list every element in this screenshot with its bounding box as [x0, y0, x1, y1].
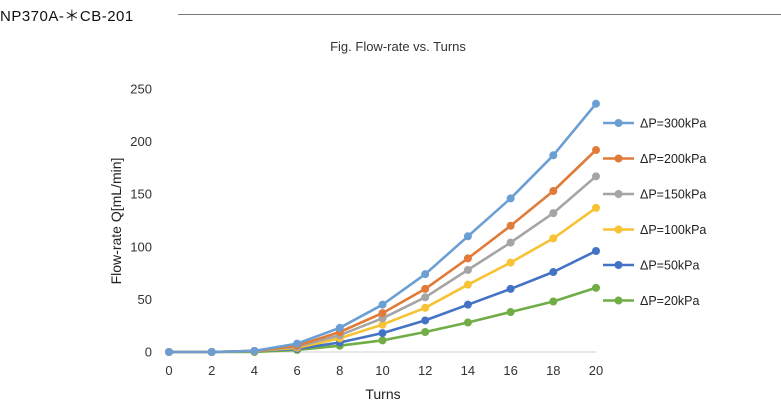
legend-label: ΔP=20kPa — [640, 294, 699, 308]
model-code: NP370A-＊CB-201 — [0, 8, 134, 25]
data-point — [506, 194, 515, 203]
data-point — [293, 339, 302, 348]
data-point — [463, 318, 472, 327]
data-point — [549, 151, 558, 160]
legend-label: ΔP=300kPa — [640, 117, 706, 131]
data-point — [463, 254, 472, 263]
legend-marker — [614, 261, 623, 269]
legend-marker — [614, 119, 623, 127]
plot-area: 0 50 100 150 200 250 0 2 4 6 8 10 12 14 16 18 20 — [130, 82, 603, 379]
data-point — [421, 293, 430, 302]
data-point — [549, 268, 558, 277]
legend: ΔP=300kPa ΔP=200kPa ΔP=150kPa ΔP=100kPa ΔP=5… — [603, 117, 706, 308]
data-point — [549, 209, 558, 218]
legend-label: ΔP=150kPa — [640, 188, 706, 202]
data-point — [250, 346, 259, 355]
data-point — [378, 320, 387, 329]
x-tick-label: 8 — [336, 363, 343, 378]
y-tick-label: 250 — [130, 82, 152, 97]
x-tick-label: 2 — [208, 363, 215, 378]
x-tick-label: 6 — [293, 363, 300, 378]
data-point — [549, 234, 558, 243]
data-point — [592, 172, 600, 181]
x-tick-label: 16 — [503, 363, 517, 378]
data-point — [506, 238, 515, 247]
data-point — [592, 203, 600, 212]
data-point — [549, 297, 558, 306]
data-point — [592, 146, 600, 155]
data-point — [207, 348, 216, 356]
data-point — [378, 309, 387, 318]
x-tick-label: 4 — [251, 363, 258, 378]
legend-label: ΔP=200kPa — [640, 152, 706, 166]
x-tick-label: 20 — [589, 363, 603, 378]
data-point — [378, 336, 387, 345]
data-point — [421, 328, 430, 337]
legend-marker — [614, 190, 623, 198]
y-tick-label: 100 — [130, 239, 152, 254]
data-point — [549, 187, 558, 196]
data-point — [592, 283, 600, 292]
data-point — [506, 308, 515, 317]
data-point — [463, 265, 472, 274]
legend-label: ΔP=100kPa — [640, 223, 706, 237]
data-point — [592, 99, 600, 108]
legend-label: ΔP=50kPa — [640, 259, 699, 273]
header-rule — [178, 14, 781, 15]
data-point — [378, 329, 387, 338]
x-tick-label: 18 — [546, 363, 560, 378]
x-tick-label: 10 — [375, 363, 389, 378]
legend-marker — [614, 296, 623, 305]
data-point — [506, 221, 515, 230]
data-point — [378, 300, 387, 309]
x-tick-label: 14 — [461, 363, 475, 378]
data-point — [463, 232, 472, 241]
data-point — [421, 303, 430, 312]
x-tick-label: 12 — [418, 363, 432, 378]
y-axis-label: Flow-rate Q[mL/min] — [108, 158, 124, 285]
y-tick-label: 200 — [130, 134, 152, 149]
data-point — [463, 280, 472, 289]
x-tick-label: 0 — [165, 363, 172, 378]
y-tick-label: 150 — [130, 187, 152, 202]
data-point — [506, 258, 515, 267]
y-tick-label: 50 — [138, 292, 152, 307]
data-point — [506, 284, 515, 293]
data-point — [421, 316, 430, 325]
data-point — [421, 270, 430, 279]
data-point — [421, 284, 430, 293]
data-point — [165, 348, 173, 356]
x-axis-label: Turns — [365, 386, 400, 402]
legend-marker — [614, 225, 623, 234]
data-point — [335, 323, 344, 332]
chart-title: Fig. Flow-rate vs. Turns — [330, 39, 466, 54]
document-header: NP370A-＊CB-201 — [0, 0, 781, 40]
data-point — [592, 247, 600, 256]
y-tick-label: 0 — [145, 345, 152, 360]
data-point — [463, 300, 472, 309]
legend-marker — [614, 154, 623, 163]
